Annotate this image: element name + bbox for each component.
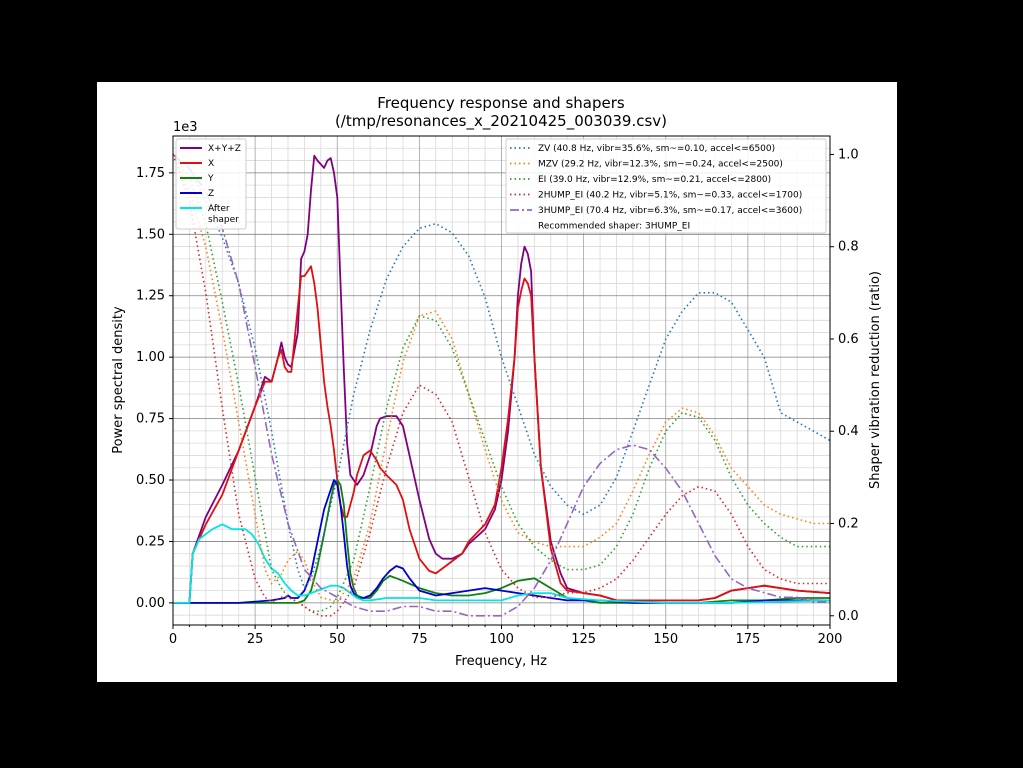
legend-entry-label: EI (39.0 Hz, vibr=12.9%, sm~=0.21, accel… — [538, 175, 771, 185]
legend-entry-label: Z — [208, 189, 214, 199]
psd-curve-z — [173, 479, 830, 604]
x-axis: 0 25 50 75 100 125 150 175 200 — [169, 625, 843, 647]
x-tick-label: 100 — [489, 632, 514, 647]
y-axis-label: Power spectral density — [111, 306, 126, 454]
y2-tick-label: 0.0 — [838, 609, 859, 624]
y-tick-label: 0.50 — [136, 473, 165, 488]
legend-entry-label: 2HUMP_EI (40.2 Hz, vibr=5.1%, sm~=0.33, … — [538, 191, 802, 201]
chart-title: Frequency response and shapers — [377, 94, 625, 112]
psd-layer — [173, 154, 831, 604]
x-tick-label: 200 — [818, 632, 843, 647]
y2-tick-label: 0.6 — [838, 332, 859, 347]
y-scale-label: 1e3 — [173, 120, 198, 135]
legend-right-box — [505, 138, 827, 234]
y2-tick-label: 0.8 — [838, 240, 859, 255]
legend-entry-label: ZV (40.8 Hz, vibr=35.6%, sm~=0.10, accel… — [538, 144, 775, 154]
y2-tick-label: 1.0 — [838, 147, 859, 162]
shaper-curve-3hump-ei — [172, 153, 830, 617]
x-tick-label: 50 — [329, 632, 346, 647]
y-tick-label: 1.25 — [136, 289, 165, 304]
legend-entry-label: After — [208, 204, 230, 214]
shaper-curve-2hump-ei — [172, 154, 830, 617]
psd-curve-after-shaper — [173, 523, 831, 604]
shaper-curve-ei — [172, 154, 830, 613]
chart-subtitle: (/tmp/resonances_x_20210425_003039.csv) — [335, 112, 667, 131]
y-axis-left: 0.00 0.25 0.50 0.75 1.00 1.25 1.50 1.75 — [136, 166, 173, 611]
legend-entry-label: Y — [207, 174, 214, 184]
x-tick-label: 125 — [571, 632, 596, 647]
x-axis-label: Frequency, Hz — [455, 654, 547, 669]
x-tick-label: 150 — [653, 632, 678, 647]
legend-right: ZV (40.8 Hz, vibr=35.6%, sm~=0.10, accel… — [505, 138, 827, 234]
y-tick-label: 0.00 — [136, 596, 165, 611]
y-tick-label: 1.50 — [136, 227, 165, 242]
y2-tick-label: 0.2 — [838, 517, 859, 532]
legend-entry-label: 3HUMP_EI (70.4 Hz, vibr=6.3%, sm~=0.17, … — [538, 206, 802, 216]
legend-entry-label: shaper — [208, 215, 239, 225]
y-tick-label: 1.00 — [136, 350, 165, 365]
y-tick-label: 0.75 — [136, 412, 165, 427]
legend-entry-label: X+Y+Z — [208, 144, 241, 154]
legend-entry-label: MZV (29.2 Hz, vibr=12.3%, sm~=0.24, acce… — [538, 160, 783, 170]
x-tick-label: 75 — [411, 632, 428, 647]
legend-entry-label: X — [208, 159, 214, 169]
recommended-shaper-text: Recommended shaper: 3HUMP_EI — [538, 222, 690, 232]
shaper-curve-zv — [172, 153, 831, 590]
shaper-layer — [172, 153, 831, 617]
legend-left-box — [175, 138, 247, 230]
x-tick-label: 0 — [169, 632, 177, 647]
x-tick-label: 175 — [735, 632, 760, 647]
psd-curve-y — [173, 479, 830, 604]
y-axis-right: 0.0 0.2 0.4 0.6 0.8 1.0 — [830, 147, 859, 624]
psd-curve-x — [173, 265, 831, 604]
x-tick-label: 25 — [247, 632, 264, 647]
y2-tick-label: 0.4 — [838, 424, 859, 439]
y-tick-label: 0.25 — [136, 534, 165, 549]
y-tick-label: 1.75 — [136, 166, 165, 181]
shaper-curve-mzv — [172, 154, 830, 603]
y2-axis-label: Shaper vibration reduction (ratio) — [868, 271, 883, 489]
